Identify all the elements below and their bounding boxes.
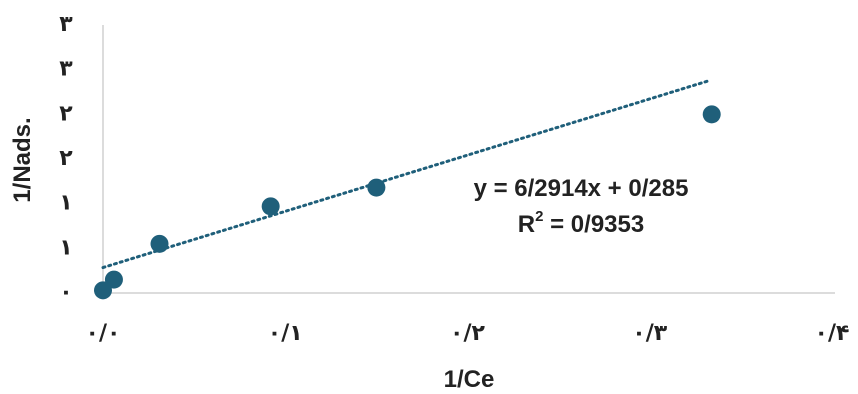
trendline bbox=[101, 79, 710, 270]
x-tick-label: ۰/۱ bbox=[268, 321, 303, 346]
y-tick-label: ۳ bbox=[59, 12, 73, 37]
data-points bbox=[94, 105, 721, 300]
y-tick-labels: ۰ ۱ ۱ ۲ ۲ ۳ ۳ bbox=[59, 12, 73, 305]
data-point bbox=[104, 270, 123, 289]
y-axis-title: 1/Nads. bbox=[9, 117, 36, 202]
r-squared-label: R2 = 0/9353 bbox=[518, 208, 644, 238]
y-tick-label: ۰ bbox=[59, 280, 72, 305]
y-tick-label: ۲ bbox=[59, 146, 73, 171]
y-tick-label: ۳ bbox=[59, 57, 73, 82]
trendline-equation: y = 6/2914x + 0/285 bbox=[474, 175, 689, 202]
data-point bbox=[150, 234, 169, 253]
x-tick-label: ۰/۰ bbox=[86, 321, 121, 346]
data-point bbox=[367, 178, 386, 197]
y-tick-label: ۲ bbox=[59, 101, 73, 126]
x-axis-title: 1/Ce bbox=[444, 366, 495, 393]
x-tick-labels: ۰/۰ ۰/۱ ۰/۲ ۰/۳ ۰/۴ bbox=[86, 321, 850, 346]
x-tick-label: ۰/۴ bbox=[815, 321, 850, 346]
y-tick-label: ۱ bbox=[59, 191, 72, 216]
x-tick-label: ۰/۲ bbox=[450, 321, 485, 346]
data-point bbox=[261, 197, 280, 216]
y-tick-label: ۱ bbox=[59, 235, 72, 260]
data-point bbox=[702, 105, 721, 124]
x-tick-label: ۰/۳ bbox=[632, 321, 667, 346]
